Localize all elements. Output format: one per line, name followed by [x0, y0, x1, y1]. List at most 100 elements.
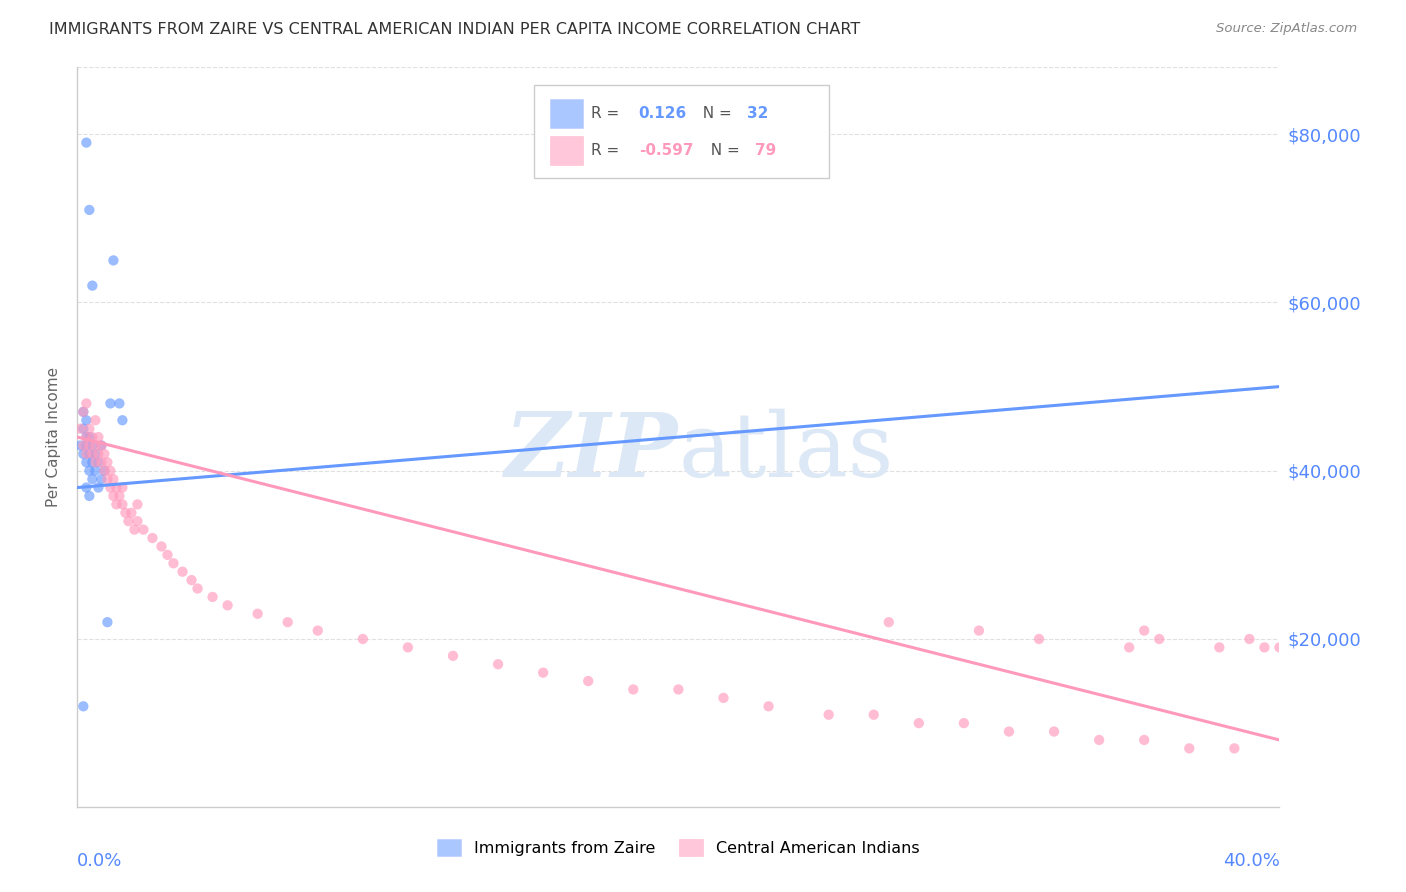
Point: [132, 523, 155, 537]
Point: [967, 624, 990, 638]
Point: [82, 438, 104, 452]
Point: [180, 573, 202, 587]
Point: [1253, 640, 1275, 655]
Point: [72, 422, 94, 436]
Point: [817, 707, 839, 722]
Point: [103, 472, 125, 486]
Point: [108, 489, 131, 503]
Text: 40.0%: 40.0%: [1223, 852, 1279, 870]
Point: [127, 497, 149, 511]
Point: [90, 438, 112, 452]
Point: [486, 657, 509, 672]
Point: [82, 447, 104, 461]
Point: [87, 447, 110, 461]
Point: [576, 674, 599, 689]
Point: [441, 648, 464, 663]
Point: [1043, 724, 1066, 739]
Point: [1239, 632, 1261, 646]
Point: [396, 640, 419, 655]
Point: [82, 455, 104, 469]
Point: [72, 447, 94, 461]
Point: [79, 438, 101, 452]
FancyBboxPatch shape: [534, 86, 828, 178]
Point: [162, 556, 184, 570]
Point: [72, 699, 94, 714]
Point: [111, 481, 134, 495]
Point: [1088, 733, 1111, 747]
Text: 0.126: 0.126: [638, 106, 688, 121]
Point: [186, 582, 209, 596]
Point: [84, 455, 107, 469]
Point: [668, 682, 690, 697]
Point: [90, 455, 112, 469]
Text: R =: R =: [591, 106, 624, 121]
Text: 0.0%: 0.0%: [77, 852, 122, 870]
Point: [69, 438, 91, 452]
Point: [93, 464, 115, 478]
Point: [75, 396, 97, 410]
Text: atlas: atlas: [679, 409, 894, 496]
Text: -0.597: -0.597: [638, 143, 693, 158]
Point: [96, 472, 118, 486]
Text: N =: N =: [702, 143, 745, 158]
Point: [1208, 640, 1230, 655]
Point: [1133, 624, 1156, 638]
Text: IMMIGRANTS FROM ZAIRE VS CENTRAL AMERICAN INDIAN PER CAPITA INCOME CORRELATION C: IMMIGRANTS FROM ZAIRE VS CENTRAL AMERICA…: [49, 22, 860, 37]
Point: [124, 523, 146, 537]
Point: [998, 724, 1021, 739]
Point: [103, 489, 125, 503]
Point: [84, 464, 107, 478]
Point: [96, 615, 118, 630]
Point: [1178, 741, 1201, 756]
Point: [908, 716, 931, 731]
Point: [84, 438, 107, 452]
Bar: [550, 100, 583, 128]
Point: [150, 540, 173, 554]
Legend: Immigrants from Zaire, Central American Indians: Immigrants from Zaire, Central American …: [430, 833, 927, 863]
Point: [69, 422, 91, 436]
Point: [79, 447, 101, 461]
Point: [621, 682, 644, 697]
Point: [1223, 741, 1246, 756]
Point: [75, 455, 97, 469]
Point: [72, 405, 94, 419]
Point: [84, 413, 107, 427]
Point: [100, 396, 122, 410]
Point: [111, 413, 134, 427]
Text: ZIP: ZIP: [505, 409, 679, 495]
Point: [82, 430, 104, 444]
Point: [114, 506, 136, 520]
Point: [352, 632, 374, 646]
Text: Source: ZipAtlas.com: Source: ZipAtlas.com: [1216, 22, 1357, 36]
Point: [201, 590, 224, 604]
Point: [72, 405, 94, 419]
Point: [87, 481, 110, 495]
Point: [111, 497, 134, 511]
Text: 79: 79: [755, 143, 776, 158]
Point: [79, 422, 101, 436]
Point: [82, 472, 104, 486]
Point: [277, 615, 299, 630]
Y-axis label: Per Capita Income: Per Capita Income: [46, 367, 62, 508]
Text: N =: N =: [693, 106, 737, 121]
Text: 32: 32: [747, 106, 768, 121]
Point: [1028, 632, 1050, 646]
Point: [217, 599, 239, 613]
Point: [531, 665, 554, 680]
Point: [93, 464, 115, 478]
Point: [1118, 640, 1140, 655]
Point: [877, 615, 900, 630]
Point: [758, 699, 780, 714]
Point: [105, 497, 128, 511]
Point: [75, 481, 97, 495]
Point: [172, 565, 194, 579]
Point: [105, 481, 128, 495]
Point: [79, 489, 101, 503]
Point: [75, 136, 97, 150]
Point: [90, 472, 112, 486]
Point: [93, 447, 115, 461]
Point: [79, 202, 101, 217]
Point: [127, 514, 149, 528]
Point: [108, 396, 131, 410]
Point: [100, 464, 122, 478]
